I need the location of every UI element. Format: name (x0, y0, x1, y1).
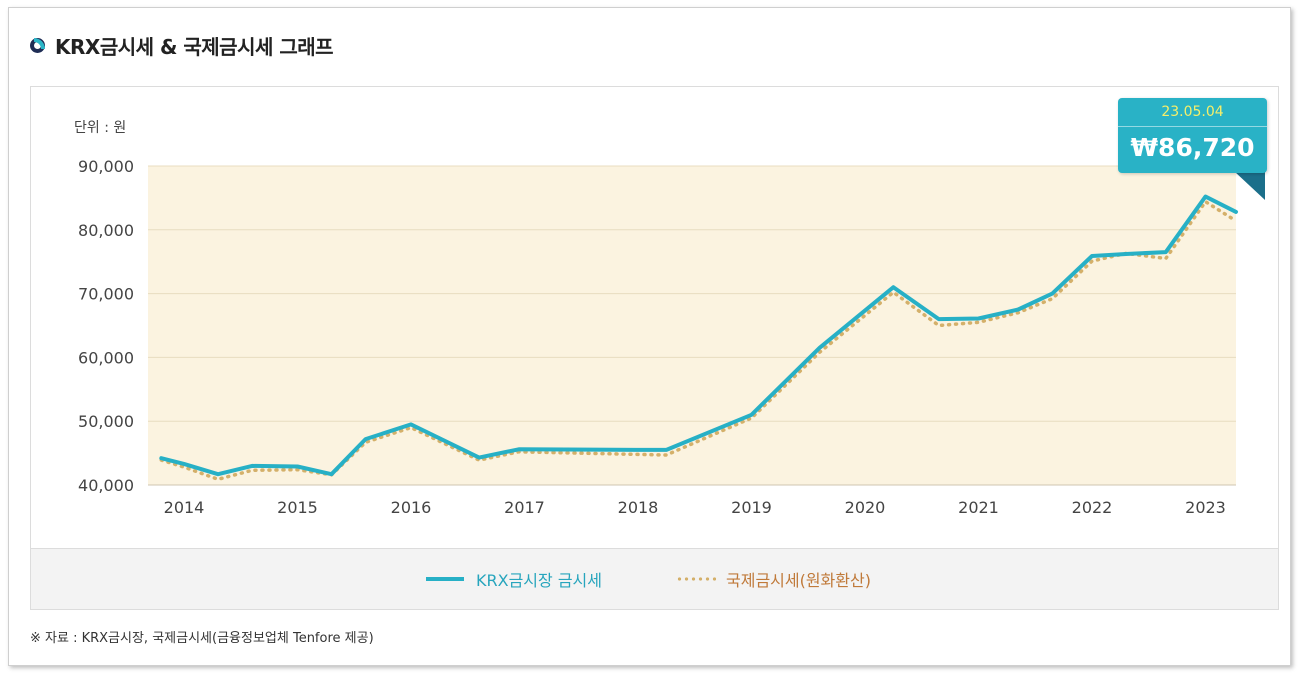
x-tick-label: 2020 (845, 498, 886, 517)
ring-bullet-icon (30, 37, 45, 53)
x-tick-label: 2015 (277, 498, 318, 517)
legend: KRX금시장 금시세 국제금시세(원화환산) (31, 548, 1278, 609)
y-tick-label: 70,000 (78, 285, 134, 304)
x-tick-label: 2023 (1185, 498, 1226, 517)
x-tick-label: 2018 (618, 498, 659, 517)
x-tick-label: 2019 (731, 498, 772, 517)
series-line-krx (159, 194, 1238, 477)
callout-divider (1118, 126, 1267, 127)
legend-swatch-intl (676, 577, 716, 581)
unit-label: 단위 : 원 (74, 120, 127, 136)
x-tick-label: 2016 (391, 498, 432, 517)
title-bar: KRX금시세 & 국제금시세 그래프 (30, 28, 334, 62)
x-tick-label: 2021 (958, 498, 999, 517)
legend-label-intl: 국제금시세(원화환산) (726, 571, 871, 590)
legend-item-intl[interactable]: 국제금시세(원화환산) (676, 567, 871, 591)
callout-value: ₩86,720 (1130, 133, 1255, 162)
plot-area (148, 166, 1236, 485)
x-tick-label: 2017 (504, 498, 545, 517)
x-tick-label: 2022 (1072, 498, 1113, 517)
legend-item-krx[interactable]: KRX금시장 금시세 (426, 567, 602, 591)
y-tick-label: 60,000 (78, 348, 134, 367)
y-tick-label: 50,000 (78, 412, 134, 431)
chart-title: KRX금시세 & 국제금시세 그래프 (55, 34, 334, 59)
series-line-intl (159, 199, 1238, 482)
source-note: ※ 자료 : KRX금시장, 국제금시세(금융정보업체 Tenfore 제공) (30, 631, 374, 646)
callout-date: 23.05.04 (1161, 104, 1224, 120)
callout-pointer (1235, 172, 1265, 200)
y-tick-label: 80,000 (78, 221, 134, 240)
latest-price-callout: 23.05.04 ₩86,720 (1118, 98, 1267, 173)
legend-swatch-krx (426, 577, 464, 581)
legend-label-krx: KRX금시장 금시세 (476, 571, 602, 590)
y-tick-label: 90,000 (78, 157, 134, 176)
y-tick-label: 40,000 (78, 476, 134, 495)
x-tick-label: 2014 (164, 498, 205, 517)
